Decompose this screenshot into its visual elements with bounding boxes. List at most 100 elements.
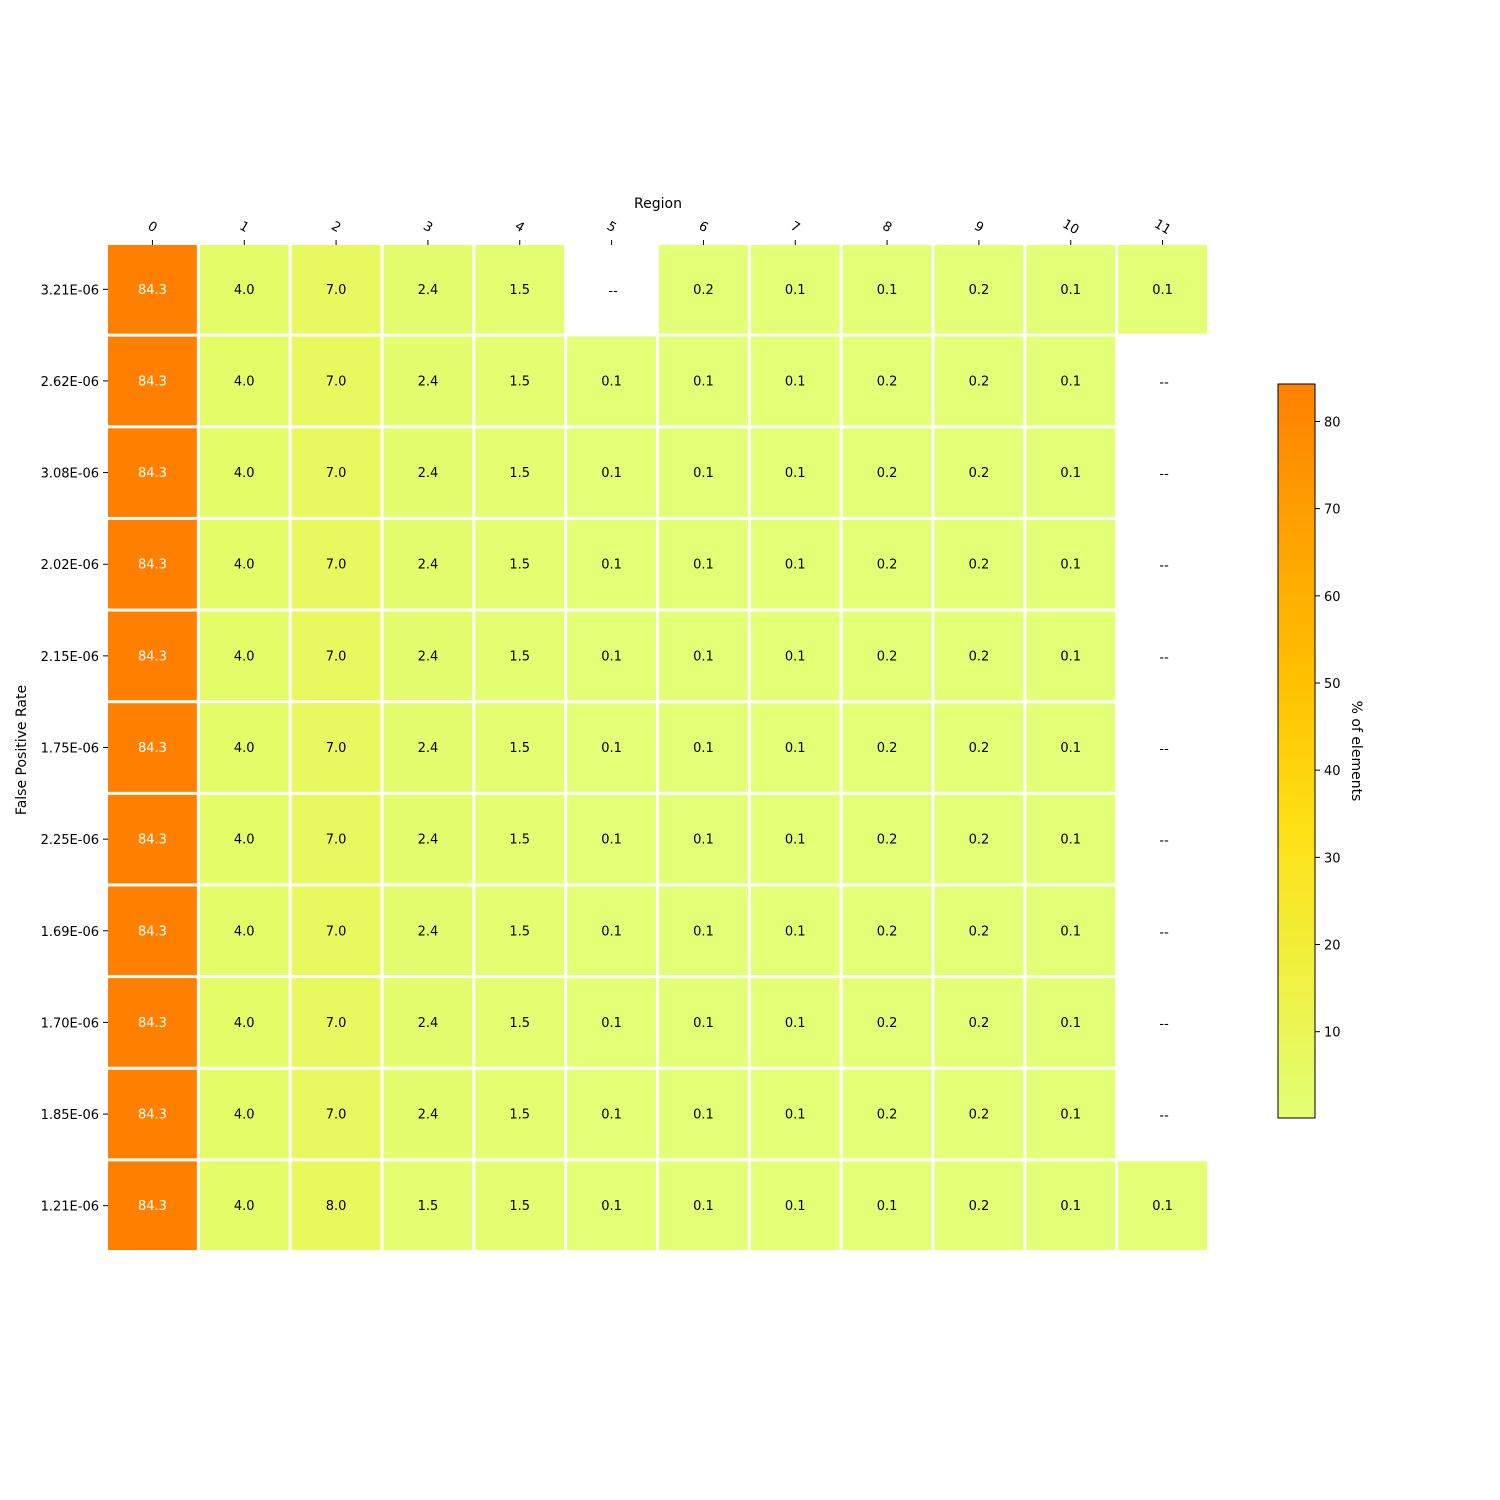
heatmap-cell bbox=[1026, 703, 1116, 792]
heatmap-cell bbox=[291, 1069, 381, 1159]
heatmap-cell bbox=[108, 978, 197, 1067]
heatmap-cell bbox=[291, 1161, 381, 1250]
heatmap-cell bbox=[475, 794, 565, 884]
heatmap-cell-label: 0.1 bbox=[1060, 924, 1081, 939]
heatmap-cell-label: 0.1 bbox=[1060, 833, 1081, 848]
heatmap-cell bbox=[199, 703, 289, 792]
heatmap-cell bbox=[108, 336, 197, 426]
heatmap-cell-label: 84.3 bbox=[138, 924, 167, 939]
heatmap-cell-label: 0.2 bbox=[877, 833, 898, 848]
y-tick-label: 2.02E-06 bbox=[41, 558, 99, 573]
heatmap-cell bbox=[659, 336, 748, 426]
heatmap-cell-label: 0.1 bbox=[1060, 1108, 1081, 1123]
heatmap-cell bbox=[750, 703, 840, 792]
heatmap-cell-label: 4.0 bbox=[234, 833, 255, 848]
heatmap-cell-label: 2.4 bbox=[418, 1108, 439, 1123]
heatmap-cell bbox=[567, 1069, 656, 1159]
heatmap-cell bbox=[934, 978, 1024, 1067]
heatmap-cell-label: 1.5 bbox=[509, 741, 530, 756]
heatmap-cell bbox=[567, 1161, 656, 1250]
heatmap-cell bbox=[475, 428, 565, 517]
heatmap-cell-label: 0.2 bbox=[877, 374, 898, 389]
heatmap-cell bbox=[199, 519, 289, 609]
heatmap-cell bbox=[1118, 245, 1207, 334]
heatmap-cell bbox=[108, 1069, 197, 1159]
heatmap-cell-label: 0.2 bbox=[877, 466, 898, 481]
heatmap-cell-label: 4.0 bbox=[234, 374, 255, 389]
heatmap-cell-label: 2.4 bbox=[418, 283, 439, 298]
colorbar-tick-label: 40 bbox=[1324, 764, 1341, 779]
heatmap-cell bbox=[659, 1069, 748, 1159]
heatmap-cell-label: 7.0 bbox=[326, 741, 347, 756]
heatmap-cell-label: 7.0 bbox=[326, 1108, 347, 1123]
heatmap-cell-label: 0.1 bbox=[601, 374, 622, 389]
heatmap-cell-label: 84.3 bbox=[138, 374, 167, 389]
heatmap-cell bbox=[383, 428, 473, 517]
heatmap-cell-label: 2.4 bbox=[418, 741, 439, 756]
x-tick-label: 9 bbox=[971, 219, 986, 236]
heatmap-cell bbox=[291, 978, 381, 1067]
heatmap-cell bbox=[659, 703, 748, 792]
heatmap-cell bbox=[659, 428, 748, 517]
heatmap-cell bbox=[199, 336, 289, 426]
colorbar-tick-label: 20 bbox=[1324, 939, 1341, 954]
heatmap-cell-label: 0.1 bbox=[1060, 558, 1081, 573]
heatmap-cell bbox=[659, 611, 748, 701]
heatmap-cell-label: 0.2 bbox=[969, 466, 990, 481]
heatmap-cell-label: 0.1 bbox=[785, 1108, 806, 1123]
heatmap-cell bbox=[934, 245, 1024, 334]
heatmap-cell-label: 2.4 bbox=[418, 466, 439, 481]
heatmap-cell bbox=[291, 611, 381, 701]
heatmap-cell-label: 0.1 bbox=[877, 1199, 898, 1214]
heatmap-cell-label: 0.1 bbox=[785, 833, 806, 848]
x-tick-label: 4 bbox=[512, 219, 527, 236]
heatmap-cell-label: 2.4 bbox=[418, 649, 439, 664]
heatmap-cell-label: 7.0 bbox=[326, 649, 347, 664]
colorbar-label: % of elements bbox=[1348, 701, 1364, 802]
heatmap-cells: 84.3 4.0 7.0 2.4 1.5 -- 0.2 0.1 0.1 0.2 0.1 0.1 84.3… bbox=[108, 245, 1207, 1250]
y-tick-label: 2.15E-06 bbox=[41, 650, 99, 665]
heatmap-cell-label: 0.1 bbox=[785, 283, 806, 298]
heatmap-cell-label: 0.1 bbox=[1060, 1016, 1081, 1031]
heatmap-cell-label: 1.5 bbox=[509, 1016, 530, 1031]
heatmap-cell bbox=[567, 886, 656, 976]
heatmap-cell-label: 0.1 bbox=[785, 1199, 806, 1214]
heatmap-cell bbox=[934, 1161, 1024, 1250]
heatmap-cell-label: 4.0 bbox=[234, 924, 255, 939]
heatmap-cell-label: 0.1 bbox=[785, 374, 806, 389]
heatmap-cell bbox=[108, 519, 197, 609]
heatmap-cell bbox=[475, 336, 565, 426]
heatmap-cell bbox=[383, 611, 473, 701]
heatmap-cell bbox=[567, 794, 656, 884]
y-tick-label: 1.70E-06 bbox=[41, 1016, 99, 1031]
heatmap-cell-label: 0.1 bbox=[601, 741, 622, 756]
heatmap-cell-label: 0.1 bbox=[601, 466, 622, 481]
heatmap-cell-label: 4.0 bbox=[234, 649, 255, 664]
heatmap-cell-label: 84.3 bbox=[138, 558, 167, 573]
heatmap-cell-label: 1.5 bbox=[509, 1199, 530, 1214]
heatmap-cell bbox=[383, 1161, 473, 1250]
heatmap-cell bbox=[1026, 428, 1116, 517]
heatmap-cell-missing: -- bbox=[1159, 742, 1169, 757]
heatmap-cell-label: 84.3 bbox=[138, 833, 167, 848]
heatmap-cell-label: 0.2 bbox=[969, 283, 990, 298]
heatmap-cell bbox=[199, 428, 289, 517]
heatmap-cell-missing: -- bbox=[1159, 559, 1169, 574]
heatmap-cell bbox=[842, 611, 932, 701]
heatmap-cell bbox=[1026, 794, 1116, 884]
heatmap-cell-label: 1.5 bbox=[509, 466, 530, 481]
heatmap-cell bbox=[842, 336, 932, 426]
heatmap-cell-label: 84.3 bbox=[138, 283, 167, 298]
heatmap-cell bbox=[475, 886, 565, 976]
heatmap-cell bbox=[475, 245, 565, 334]
colorbar-tick-label: 70 bbox=[1324, 503, 1341, 518]
heatmap-cell-label: 84.3 bbox=[138, 649, 167, 664]
heatmap-cell-label: 0.1 bbox=[693, 649, 714, 664]
heatmap-cell-label: 0.1 bbox=[1152, 283, 1173, 298]
heatmap-cell bbox=[750, 794, 840, 884]
heatmap-cell-label: 7.0 bbox=[326, 924, 347, 939]
heatmap-cell bbox=[108, 428, 197, 517]
heatmap-cell bbox=[383, 794, 473, 884]
heatmap-cell bbox=[1026, 1161, 1116, 1250]
